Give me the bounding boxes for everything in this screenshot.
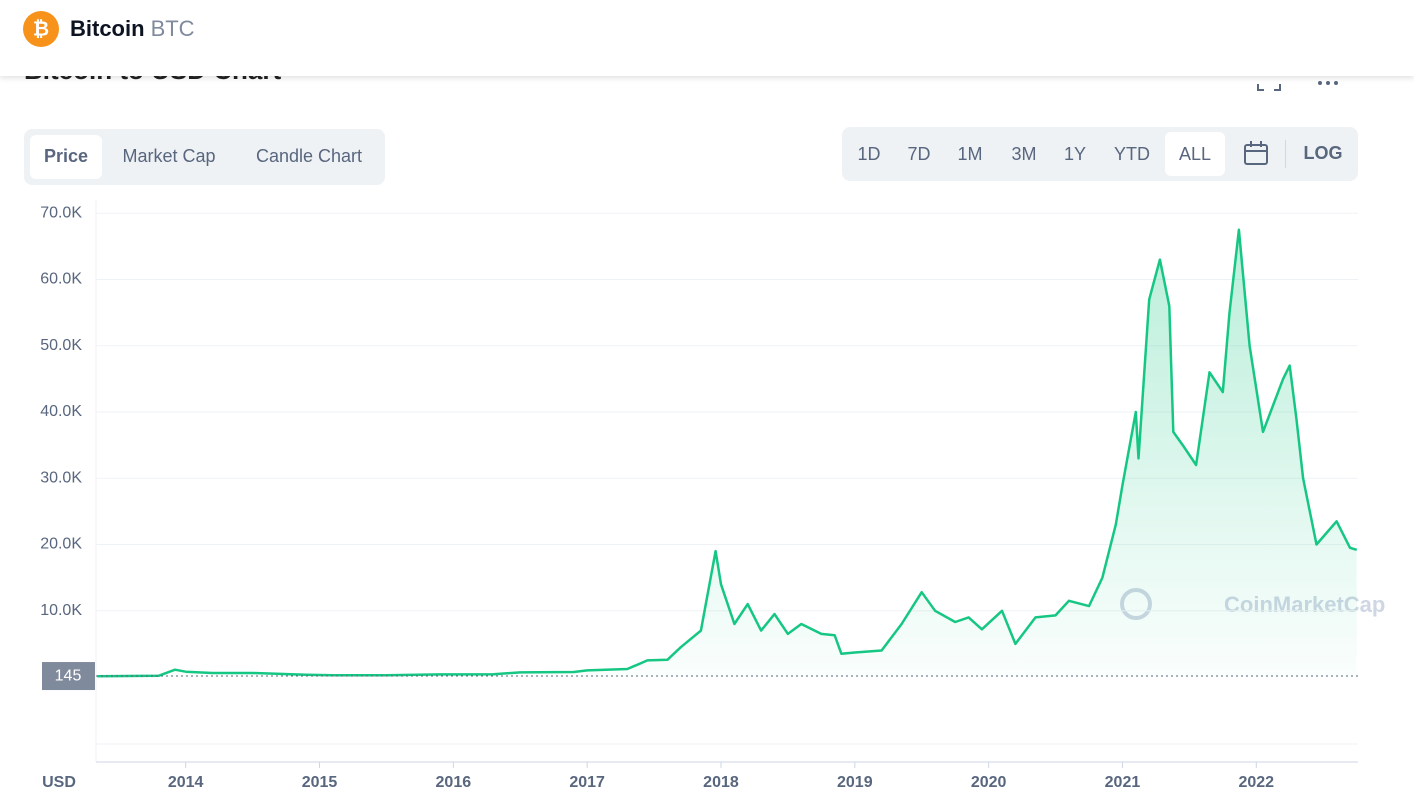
range-button[interactable]: 1M: [957, 144, 982, 164]
x-tick-label: 2022: [1238, 774, 1274, 791]
y-tick-label: 50.0K: [40, 337, 82, 354]
y-tick-label: 60.0K: [40, 271, 82, 288]
range-button[interactable]: 7D: [907, 144, 930, 164]
coin-logo-glyph: ₿: [33, 18, 49, 40]
coin-name: Bitcoin: [70, 16, 145, 41]
x-tick-label: 2014: [168, 774, 204, 791]
range-group: [842, 127, 1358, 181]
y-tick-label: 40.0K: [40, 403, 82, 420]
range-selected: [1165, 132, 1225, 176]
coin-symbol: BTC: [151, 16, 195, 41]
x-tick-label: 2021: [1105, 774, 1141, 791]
y-tick-label: 20.0K: [40, 536, 82, 553]
calendar-icon[interactable]: [1244, 141, 1268, 165]
more-icon[interactable]: [1318, 81, 1338, 85]
fullscreen-icon[interactable]: [1257, 84, 1281, 91]
y-tick-label: 10.0K: [40, 602, 82, 619]
x-tick-label: 2016: [436, 774, 472, 791]
y-tick-label: 70.0K: [40, 204, 82, 221]
price-line: [97, 228, 1358, 678]
range-button[interactable]: 3M: [1011, 144, 1036, 164]
x-tick-label: 2020: [971, 774, 1007, 791]
tab[interactable]: Candle Chart: [256, 146, 362, 166]
x-tick-label: 2018: [703, 774, 739, 791]
tab[interactable]: Market Cap: [122, 146, 215, 166]
x-tick-label: 2017: [569, 774, 605, 791]
price-marker-label: 145: [55, 667, 82, 684]
x-tick-label: 2015: [302, 774, 338, 791]
range-button[interactable]: ALL: [1179, 144, 1211, 164]
price-marker-box: [42, 662, 95, 691]
range-button[interactable]: YTD: [1114, 144, 1150, 164]
tab[interactable]: Price: [44, 146, 88, 166]
toolbar-icons: [1257, 84, 1281, 91]
coin-logo: [23, 11, 59, 47]
area-fill: [97, 229, 1357, 678]
plot: 10.0K 20.0K 30.0K 40.0K 50.0K 60.0K 70.0K 2014 2…: [40, 200, 1358, 791]
log-button[interactable]: LOG: [1304, 143, 1343, 163]
tab-group: [24, 129, 385, 185]
x-tick-label: 2019: [837, 774, 873, 791]
tab-selected: [30, 135, 102, 179]
range-button[interactable]: 1D: [857, 144, 880, 164]
y-tick-label: 30.0K: [40, 469, 82, 486]
divider: [1285, 140, 1286, 168]
currency-label: USD: [42, 774, 76, 791]
header-bar: [0, 0, 1414, 76]
range-button[interactable]: 1Y: [1064, 144, 1086, 164]
